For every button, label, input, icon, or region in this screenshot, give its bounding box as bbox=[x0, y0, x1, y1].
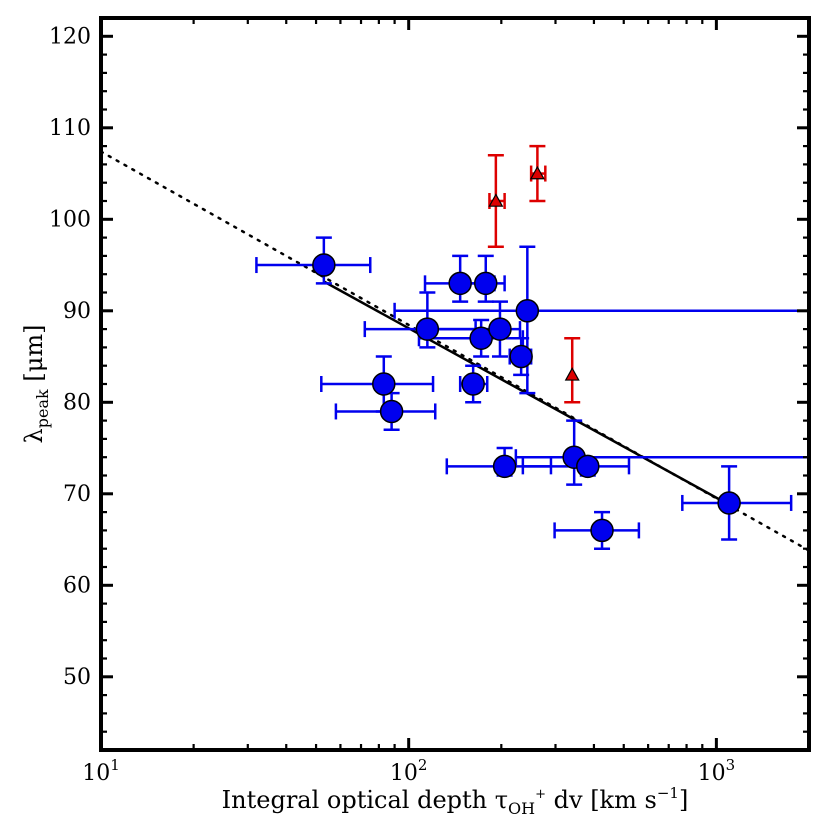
y-axis-label-sub: peak bbox=[33, 389, 52, 428]
y-tick-label: 100 bbox=[49, 207, 91, 232]
y-axis-label-tail: [μm] bbox=[20, 325, 48, 390]
x-tick-label-base: 10 bbox=[698, 761, 726, 786]
data-point-circle bbox=[590, 518, 614, 543]
data-point-circle bbox=[461, 372, 485, 396]
data-point-circle bbox=[415, 317, 440, 341]
data-point-circle bbox=[448, 271, 472, 296]
x-tick-label: 103 bbox=[698, 756, 736, 786]
marker-layer bbox=[312, 165, 741, 543]
x-axis-label-tail: dv [km s bbox=[546, 786, 657, 814]
x-tick-label-exp: 1 bbox=[110, 756, 120, 774]
x-axis-label-main: Integral optical depth τ bbox=[222, 786, 508, 814]
error-bar-layer bbox=[255, 144, 811, 550]
y-tick-label: 50 bbox=[63, 665, 91, 690]
x-tick-label-exp: 3 bbox=[726, 756, 736, 774]
ticks-layer bbox=[99, 16, 811, 750]
y-tick-label: 60 bbox=[63, 573, 91, 598]
x-axis-label-sub: OH bbox=[508, 799, 535, 818]
data-point-circle bbox=[576, 454, 600, 479]
fit-line-layer bbox=[99, 150, 811, 552]
data-point-circle bbox=[717, 491, 741, 515]
data-point-triangle bbox=[488, 193, 504, 207]
y-axis-label-main: λ bbox=[20, 428, 48, 443]
data-point-circle bbox=[515, 299, 540, 323]
x-tick-label-exp: 2 bbox=[418, 756, 428, 774]
data-point-circle bbox=[488, 317, 512, 341]
x-axis-label-unit-sup: −1 bbox=[657, 784, 679, 802]
data-point-circle bbox=[473, 271, 498, 296]
data-point-triangle bbox=[564, 367, 580, 381]
x-tick-label-base: 10 bbox=[82, 761, 110, 786]
data-point-circle bbox=[312, 253, 336, 277]
x-tick-label-base: 10 bbox=[390, 761, 418, 786]
x-tick-label: 102 bbox=[390, 756, 428, 786]
y-tick-label: 80 bbox=[63, 390, 91, 415]
y-tick-label: 90 bbox=[63, 299, 91, 324]
data-point-circle bbox=[492, 454, 517, 479]
plot-frame bbox=[99, 16, 811, 752]
x-axis-label-sup: + bbox=[535, 787, 546, 802]
x-axis-label-end: ] bbox=[679, 786, 688, 814]
data-point-triangle bbox=[529, 165, 545, 180]
x-tick-label: 101 bbox=[82, 756, 120, 786]
x-axis-label: Integral optical depth τOH+ dv [km s−1] bbox=[222, 784, 689, 818]
data-point-circle bbox=[379, 399, 404, 424]
y-tick-label: 120 bbox=[49, 24, 91, 49]
data-point-circle bbox=[372, 372, 396, 396]
y-tick-label: 110 bbox=[49, 116, 91, 141]
y-tick-label: 70 bbox=[63, 482, 91, 507]
data-point-circle bbox=[509, 344, 533, 369]
y-axis-label: λpeak [μm] bbox=[20, 325, 52, 444]
data-point-circle bbox=[469, 326, 493, 350]
